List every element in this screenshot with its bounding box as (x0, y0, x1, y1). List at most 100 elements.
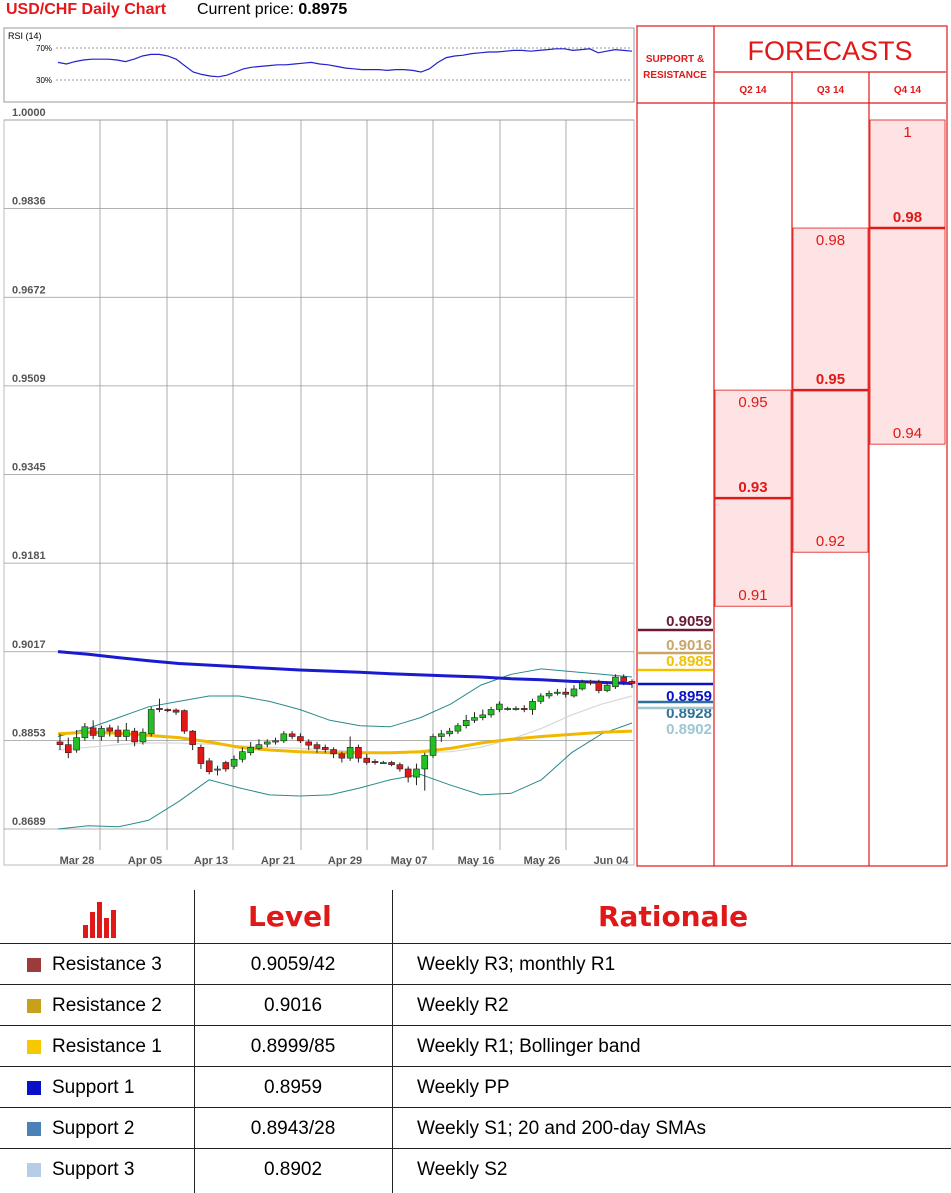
forecast-mid: 0.98 (893, 209, 922, 226)
candle (388, 760, 395, 767)
forecast-column: Q2 14 0.95 0.93 0.91 (714, 85, 792, 607)
candle (305, 739, 312, 751)
candle (346, 736, 354, 761)
candle (462, 714, 470, 729)
level-value: 0.8959 (263, 1077, 323, 1098)
candle (587, 679, 594, 686)
x-tick-label: May 26 (524, 855, 561, 867)
x-tick-label: Apr 05 (128, 855, 162, 867)
level-color-swatch (27, 958, 41, 972)
x-tick-label: Apr 29 (328, 855, 362, 867)
y-tick-label: 0.9672 (12, 284, 46, 296)
candle (570, 685, 578, 698)
sr-level: 0.8985 (638, 653, 713, 672)
forecast-quarter-label: Q2 14 (739, 85, 767, 96)
candle (280, 731, 288, 744)
candle (562, 687, 569, 698)
candle (197, 744, 205, 769)
candle (64, 737, 72, 759)
candle (205, 758, 213, 775)
y-tick-label: 0.9345 (12, 462, 46, 474)
level-rationale: Weekly S1; 20 and 200-day SMAs (417, 1118, 707, 1139)
table-row: Resistance 2 0.9016 Weekly R2 (0, 985, 951, 1026)
candle (114, 725, 122, 744)
level-value: 0.8943/28 (250, 1118, 336, 1139)
candle (529, 698, 536, 715)
levels-table: Level Rationale Resistance 3 0.9059/42 Wee… (0, 890, 951, 1193)
candle (595, 679, 603, 694)
table-row: Resistance 1 0.8999/85 Weekly R1; Bollinge… (0, 1026, 951, 1067)
chart-title: USD/CHF Daily Chart (6, 1, 167, 18)
candle (247, 741, 254, 756)
candle (578, 679, 586, 691)
forecast-low: 0.94 (893, 425, 922, 442)
current-price-label: Current price: (197, 1, 299, 18)
forecast-quarter-label: Q4 14 (894, 85, 922, 96)
y-tick-label: 0.9181 (12, 550, 46, 562)
candle (147, 706, 155, 737)
table-row: Support 3 0.8902 Weekly S2 (0, 1149, 951, 1190)
candle (330, 747, 337, 759)
sr-level: 0.9016 (638, 637, 713, 655)
candle (504, 706, 511, 711)
forecast-mid: 0.93 (738, 479, 767, 496)
sma-blue-line (57, 650, 633, 685)
x-tick-label: Apr 13 (194, 855, 228, 867)
candle (520, 705, 528, 713)
table-head-rationale: Rationale (598, 900, 749, 933)
sr-level-value: 0.8902 (666, 721, 712, 738)
candle (404, 766, 412, 783)
level-color-swatch (27, 1040, 41, 1054)
rsi-level-30: 30% (36, 76, 52, 85)
current-price: Current price: 0.8975 (197, 1, 347, 19)
candle (222, 760, 230, 772)
forecast-low: 0.92 (816, 533, 845, 550)
candle (628, 679, 636, 688)
candle (321, 744, 329, 753)
level-rationale: Weekly R1; Bollinger band (417, 1036, 641, 1057)
price-chart: 1.0000 0.9836 0.9672 0.9509 0.9345 0.9181 0.90… (3, 107, 636, 867)
level-rationale: Weekly R3; monthly R1 (417, 954, 616, 975)
level-color-swatch (27, 1081, 41, 1095)
candle (396, 762, 404, 772)
candle (545, 690, 553, 699)
forecast-panel: SUPPORT & RESISTANCE FORECASTS Q2 14 0.95… (636, 25, 948, 867)
table-row: Support 2 0.8943/28 Weekly S1; 20 and 200-… (0, 1108, 951, 1149)
candle (479, 709, 487, 721)
y-tick-label: 0.8689 (12, 816, 46, 828)
level-name: Support 2 (52, 1118, 135, 1139)
forecast-column: Q4 14 1 0.98 0.94 (869, 85, 946, 445)
candle (620, 674, 628, 686)
sr-level-value: 0.8985 (666, 653, 712, 670)
candle (106, 724, 114, 737)
candle (123, 723, 130, 741)
support-resistance-label-2: RESISTANCE (643, 70, 707, 81)
forecast-high: 0.95 (738, 394, 767, 411)
candle (446, 727, 453, 737)
y-tick-label: 0.9509 (12, 373, 46, 385)
level-name: Resistance 1 (52, 1036, 162, 1057)
candle (139, 728, 147, 745)
candle (512, 706, 520, 711)
x-tick-label: Mar 28 (60, 855, 95, 867)
forecast-high: 0.98 (816, 232, 845, 249)
sr-level: 0.8928 (638, 700, 713, 722)
candle (612, 674, 619, 689)
candle (172, 708, 180, 715)
candle (421, 752, 429, 791)
candle (239, 747, 246, 763)
table-head-level: Level (248, 900, 332, 933)
level-rationale: Weekly PP (417, 1077, 510, 1098)
level-color-swatch (27, 999, 41, 1013)
level-color-swatch (27, 1122, 41, 1136)
x-tick-label: May 16 (458, 855, 495, 867)
sr-level-value: 0.9059 (666, 613, 712, 630)
forecast-high: 1 (903, 124, 911, 141)
y-tick-label: 0.9836 (12, 196, 46, 208)
candle (363, 753, 371, 765)
candle (156, 698, 163, 713)
y-tick-label: 1.0000 (12, 107, 46, 119)
level-name: Support 3 (52, 1159, 135, 1180)
candle (438, 730, 445, 742)
candle (355, 744, 362, 763)
